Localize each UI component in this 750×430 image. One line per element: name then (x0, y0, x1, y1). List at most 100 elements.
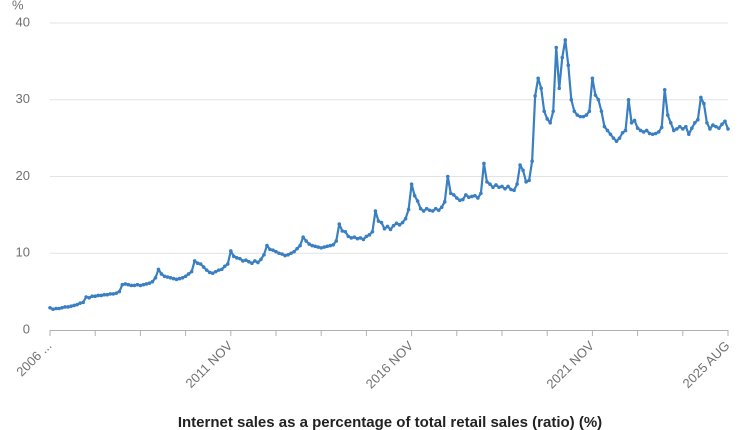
data-point (156, 267, 161, 272)
data-point (108, 292, 113, 296)
data-point (379, 220, 384, 225)
data-point (684, 124, 688, 129)
data-point (593, 93, 598, 97)
data-point (346, 234, 351, 239)
data-point (150, 279, 155, 284)
data-point (81, 300, 85, 305)
data-point (605, 128, 610, 133)
data-point (545, 117, 549, 121)
data-point (518, 163, 522, 167)
data-point (132, 283, 137, 288)
data-point (135, 282, 140, 287)
data-point (599, 109, 604, 114)
data-point (635, 126, 640, 130)
data-point (693, 120, 697, 125)
data-point (711, 123, 715, 127)
data-point (626, 97, 631, 102)
data-point (596, 97, 601, 102)
data-point (126, 282, 131, 287)
data-point (521, 168, 525, 173)
x-tick-label: 2011 NOV (182, 338, 235, 391)
data-point (458, 198, 462, 203)
data-point (687, 132, 691, 137)
data-point (325, 244, 330, 249)
data-point (696, 117, 700, 122)
data-point (238, 256, 242, 261)
data-point (699, 95, 703, 100)
data-point (500, 184, 504, 189)
data-point (301, 235, 305, 239)
data-point (421, 209, 426, 213)
data-point (66, 305, 70, 309)
data-point (259, 257, 263, 262)
data-point (656, 130, 661, 134)
data-point (436, 208, 441, 213)
data-point (569, 97, 574, 102)
data-point (681, 127, 685, 131)
data-point (99, 293, 104, 298)
data-point (671, 128, 676, 133)
data-point (629, 120, 634, 125)
data-point (316, 245, 320, 249)
data-point (536, 76, 540, 81)
data-point (229, 249, 233, 253)
data-point (590, 76, 595, 81)
data-point (289, 251, 293, 256)
data-point (165, 275, 170, 279)
data-point (638, 128, 643, 133)
data-point (69, 304, 73, 309)
data-point (364, 234, 369, 239)
data-point (503, 186, 507, 191)
data-point (512, 188, 516, 193)
data-point (572, 109, 577, 114)
data-point (219, 267, 224, 272)
data-point (295, 246, 299, 251)
data-point (632, 118, 637, 123)
x-tick-label: 2016 NOV (363, 338, 417, 392)
data-point (412, 193, 417, 198)
data-point (159, 272, 164, 276)
data-point (560, 55, 565, 60)
data-point (614, 139, 619, 143)
data-point (84, 295, 88, 299)
data-point (467, 195, 471, 200)
data-point (213, 269, 218, 274)
data-point (222, 264, 227, 269)
data-point (464, 193, 468, 197)
data-point (334, 239, 339, 243)
data-point (623, 128, 628, 133)
data-point (617, 136, 622, 140)
data-point (515, 182, 519, 186)
data-point (674, 127, 679, 131)
data-point (611, 136, 616, 140)
data-point (370, 229, 375, 234)
data-point (406, 207, 411, 212)
data-point (668, 120, 673, 125)
data-point (51, 307, 55, 312)
data-point (705, 120, 709, 125)
data-point (268, 247, 272, 252)
data-point (445, 174, 450, 179)
data-point (225, 262, 230, 266)
data-point (87, 295, 91, 300)
data-point (162, 274, 167, 279)
data-point (470, 194, 474, 199)
data-point (105, 292, 110, 297)
data-point (491, 185, 495, 190)
data-point (313, 244, 317, 249)
data-point (271, 248, 275, 252)
data-point (117, 289, 122, 294)
data-point (554, 45, 559, 50)
data-point (720, 122, 724, 127)
data-point (349, 236, 354, 240)
data-point (207, 270, 212, 275)
data-point (415, 199, 420, 203)
data-point (455, 196, 459, 200)
data-point (274, 249, 278, 254)
data-point (48, 305, 52, 310)
data-point (319, 246, 324, 250)
data-point (153, 276, 158, 280)
data-point (690, 126, 694, 130)
data-point (147, 281, 152, 285)
data-point (183, 274, 188, 279)
